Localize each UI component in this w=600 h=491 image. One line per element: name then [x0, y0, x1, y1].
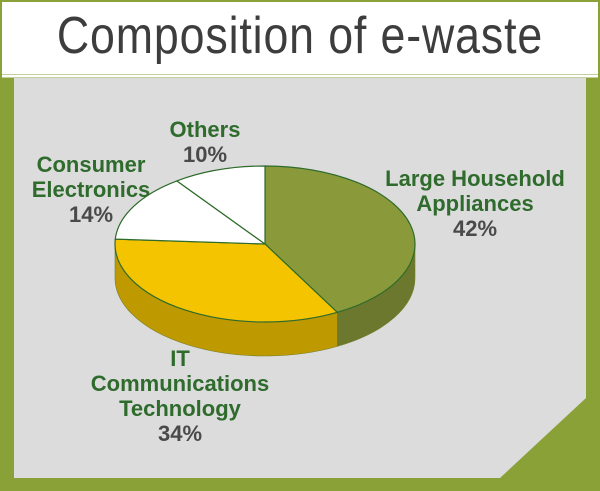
frame-inner-white: [2, 2, 598, 74]
slice-label-line: Electronics: [31, 177, 151, 202]
slice-percent: 14%: [68, 202, 114, 227]
slice-label-line: Appliances: [416, 191, 534, 216]
slice-label-line: Large Household: [385, 166, 565, 191]
slice-label-line: Consumer: [36, 152, 146, 177]
slice-label-line: Communications: [90, 371, 270, 396]
pie-slice-2: [114, 180, 267, 245]
chart-title: Composition of e-waste: [56, 7, 544, 65]
slice-label-3: Others 10%: [140, 117, 270, 167]
pie-slice-0: [264, 165, 416, 314]
slice-label-0: Large Household Appliances 42%: [360, 166, 590, 241]
slice-percent: 42%: [452, 216, 498, 241]
slice-label-1: IT Communications Technology 34%: [60, 346, 300, 446]
slice-percent: 10%: [182, 142, 228, 167]
pie-chart: [114, 165, 416, 357]
pie-slice-1: [114, 238, 339, 323]
slice-label-line: Others: [169, 117, 241, 142]
slice-label-2: Consumer Electronics 14%: [6, 152, 176, 227]
slice-label-line: Technology: [119, 396, 241, 421]
slice-percent: 34%: [157, 421, 203, 446]
pie-slice-3: [175, 165, 266, 246]
slice-label-line: IT: [170, 346, 190, 371]
